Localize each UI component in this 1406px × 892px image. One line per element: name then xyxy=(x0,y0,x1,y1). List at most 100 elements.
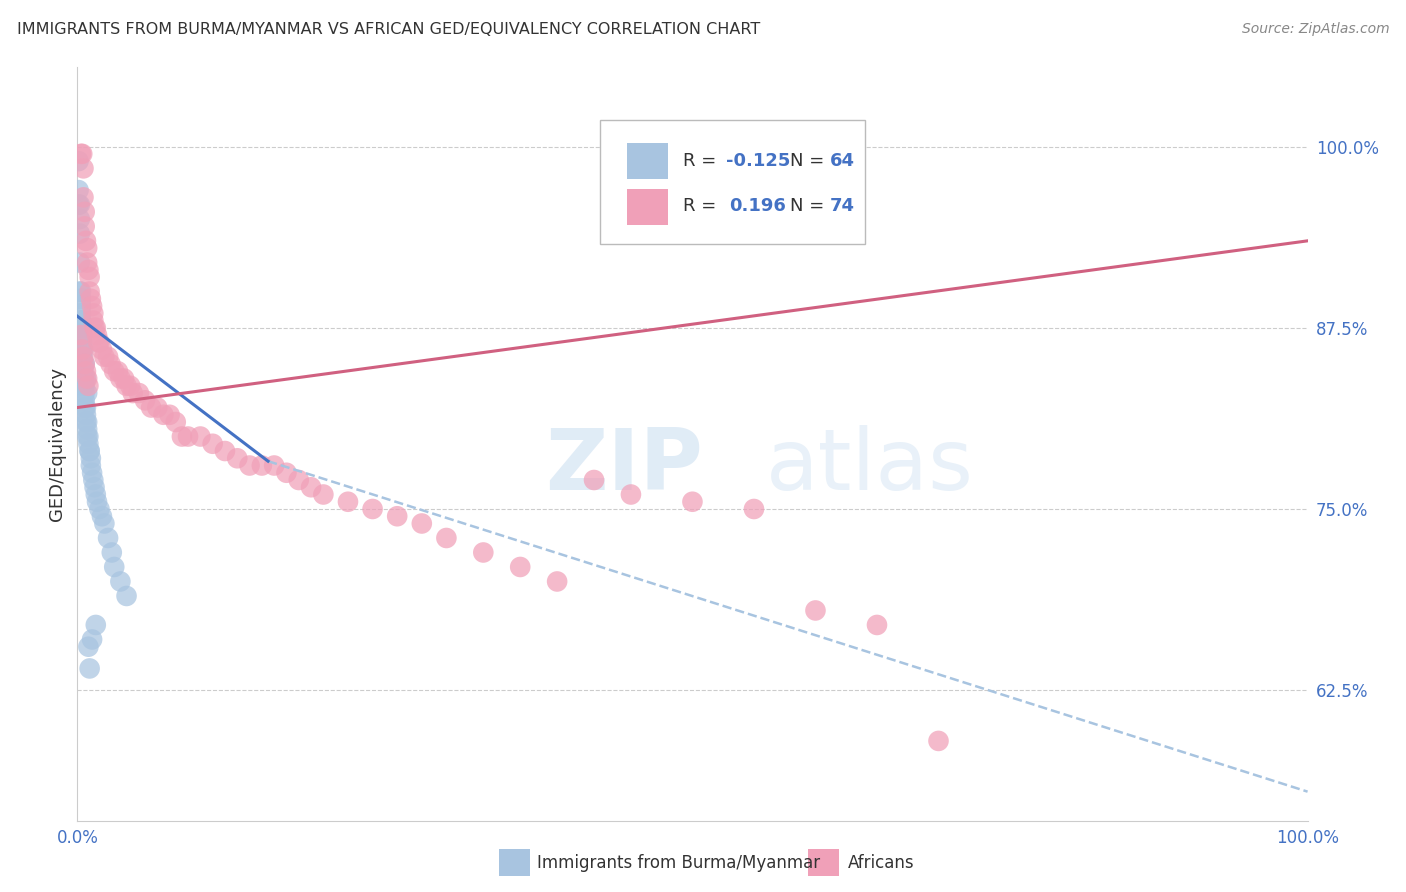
Point xyxy=(70,313,93,327)
Point xyxy=(70,350,93,364)
Point xyxy=(83,480,105,494)
Point xyxy=(250,458,273,473)
Point xyxy=(70,328,93,343)
Point xyxy=(121,386,143,401)
Point xyxy=(70,335,93,350)
Point xyxy=(73,401,96,415)
Point xyxy=(79,285,101,299)
Point xyxy=(276,466,298,480)
Point xyxy=(69,255,91,269)
Point xyxy=(75,401,97,415)
Point xyxy=(77,262,100,277)
Point xyxy=(742,502,765,516)
Y-axis label: GED/Equivalency: GED/Equivalency xyxy=(48,367,66,521)
Point xyxy=(82,313,104,327)
Point xyxy=(120,378,142,392)
Point xyxy=(73,378,96,392)
Point xyxy=(73,219,96,234)
Point xyxy=(436,531,458,545)
Point xyxy=(201,436,224,450)
Text: 0.196: 0.196 xyxy=(730,197,786,215)
Point xyxy=(159,408,181,422)
Point xyxy=(82,299,104,313)
Point xyxy=(79,661,101,675)
Point xyxy=(509,560,531,574)
Point xyxy=(152,408,174,422)
Point xyxy=(165,415,187,429)
Point xyxy=(75,234,97,248)
Point xyxy=(70,306,93,320)
Text: -0.125: -0.125 xyxy=(725,153,790,170)
Point xyxy=(141,401,163,415)
Text: 64: 64 xyxy=(831,153,855,170)
Point xyxy=(89,502,111,516)
Point xyxy=(70,320,93,334)
Point xyxy=(337,494,360,508)
Point xyxy=(93,350,115,364)
Point xyxy=(80,451,103,466)
Point xyxy=(70,343,93,357)
Point xyxy=(77,378,100,392)
Point xyxy=(70,350,93,364)
Point xyxy=(84,618,107,632)
Point xyxy=(472,545,495,559)
Point xyxy=(70,146,93,161)
Point xyxy=(112,371,135,385)
Point xyxy=(69,212,91,227)
Point xyxy=(188,429,212,443)
Point xyxy=(72,364,94,378)
Text: 74: 74 xyxy=(831,197,855,215)
Point xyxy=(67,183,90,197)
Point xyxy=(86,494,108,508)
Point xyxy=(620,487,643,501)
Point xyxy=(97,531,120,545)
Point xyxy=(134,393,156,408)
FancyBboxPatch shape xyxy=(627,189,668,225)
Point xyxy=(72,371,94,385)
Point xyxy=(103,560,125,574)
Point xyxy=(72,343,94,357)
Text: atlas: atlas xyxy=(766,425,974,508)
Point xyxy=(107,364,129,378)
Point xyxy=(73,386,96,401)
Point xyxy=(82,632,104,647)
Point xyxy=(411,516,433,531)
Point xyxy=(82,306,104,320)
Point xyxy=(87,335,110,350)
Point xyxy=(70,292,93,306)
Point xyxy=(103,364,125,378)
Point xyxy=(67,154,90,169)
Point xyxy=(70,320,93,334)
Point xyxy=(263,458,285,473)
Text: N =: N = xyxy=(790,153,830,170)
Point xyxy=(72,378,94,392)
Point xyxy=(80,458,103,473)
Point xyxy=(361,502,384,516)
Point xyxy=(110,371,132,385)
Point xyxy=(76,429,98,443)
FancyBboxPatch shape xyxy=(600,120,865,244)
Point xyxy=(73,204,96,219)
Text: N =: N = xyxy=(790,197,830,215)
Point xyxy=(177,429,200,443)
Point xyxy=(70,328,93,343)
Point xyxy=(77,429,100,443)
Point xyxy=(67,197,90,211)
Point xyxy=(312,487,335,501)
Point xyxy=(69,197,91,211)
Text: Source: ZipAtlas.com: Source: ZipAtlas.com xyxy=(1241,22,1389,37)
Point xyxy=(84,487,107,501)
Point xyxy=(72,190,94,204)
Text: R =: R = xyxy=(683,197,727,215)
Point xyxy=(73,393,96,408)
Point xyxy=(146,401,169,415)
Point xyxy=(76,415,98,429)
Point xyxy=(69,227,91,241)
Point xyxy=(79,444,101,458)
Point xyxy=(83,320,105,334)
Point xyxy=(75,408,97,422)
Point xyxy=(110,574,132,589)
Text: IMMIGRANTS FROM BURMA/MYANMAR VS AFRICAN GED/EQUIVALENCY CORRELATION CHART: IMMIGRANTS FROM BURMA/MYANMAR VS AFRICAN… xyxy=(17,22,761,37)
Point xyxy=(73,357,96,371)
Point xyxy=(299,480,322,494)
